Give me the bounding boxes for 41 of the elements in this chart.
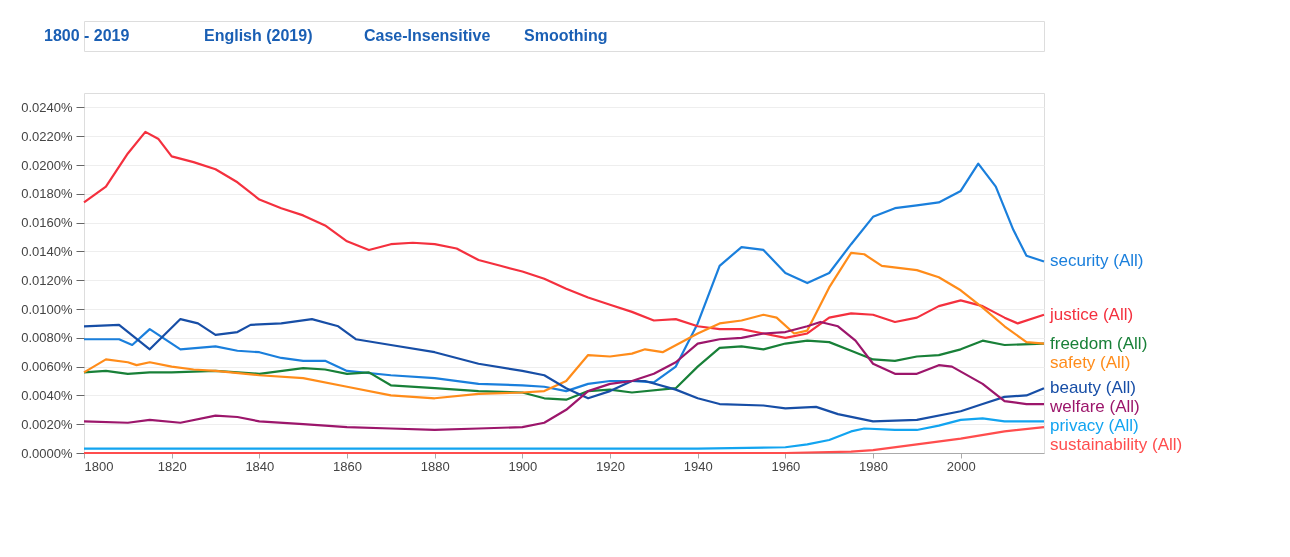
series-label: privacy (All) (1050, 416, 1139, 436)
series-label: freedom (All) (1050, 333, 1148, 353)
series-label: safety (All) (1050, 352, 1131, 372)
series-label: welfare (All) (1049, 397, 1140, 417)
y-tick-label: 0.0180% (21, 186, 73, 202)
text: Smoothing (524, 27, 608, 44)
series-label: sustainability (All) (1050, 435, 1183, 455)
y-tick-label: 0.0100% (21, 301, 73, 317)
text: 1800 - 2019 (44, 27, 130, 44)
x-tick-label: 1940 (683, 458, 713, 474)
line-series (82, 130, 1046, 339)
x-tick-label: 1960 (771, 458, 801, 474)
series-label: beauty (All) (1050, 378, 1136, 398)
y-tick-label: 0.0220% (21, 128, 73, 144)
line-series (82, 162, 1046, 393)
y-tick-label: 0.0040% (21, 387, 73, 403)
series-label: justice (All) (1049, 304, 1134, 324)
y-tick-label: 0.0060% (21, 359, 73, 375)
y-tick-label: 0.0000% (21, 445, 73, 461)
line-series (82, 417, 1046, 450)
series-label: security (All) (1050, 251, 1144, 271)
y-tick-label: 0.0200% (21, 157, 73, 173)
x-tick-label: 1800 (84, 458, 114, 474)
x-tick-label: 1860 (333, 458, 362, 474)
y-tick-label: 0.0080% (21, 330, 73, 346)
y-tick-label: 0.0240% (21, 99, 73, 115)
text: English (2019) (204, 27, 313, 44)
line-series (82, 251, 1046, 400)
x-tick-label: 1980 (859, 458, 888, 474)
x-tick-label: 2000 (946, 458, 976, 474)
x-tick-label: 1840 (245, 458, 275, 474)
x-tick-label: 1920 (596, 458, 625, 474)
line-series (82, 425, 1046, 455)
x-tick-label: 1880 (420, 458, 450, 474)
text: Case-Insensitive (364, 27, 491, 44)
y-tick-label: 0.0160% (21, 215, 73, 231)
y-tick-label: 0.0120% (21, 272, 73, 288)
y-tick-label: 0.0140% (21, 243, 73, 259)
x-tick-label: 1820 (157, 458, 187, 474)
x-tick-label: 1900 (508, 458, 538, 474)
y-tick-label: 0.0020% (21, 416, 73, 432)
